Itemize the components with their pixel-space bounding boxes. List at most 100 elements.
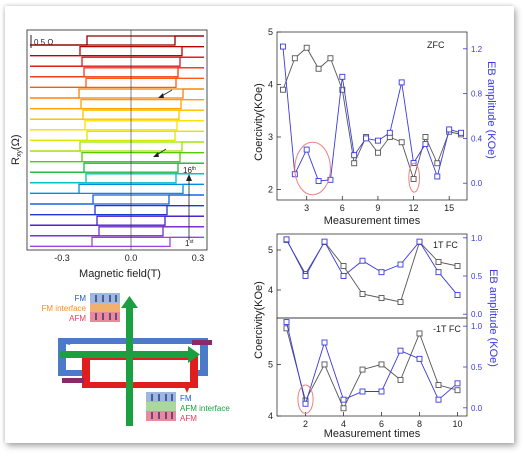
eb-amplitude-point (458, 129, 465, 136)
rxy-xtick-pos: 0.3 (192, 253, 205, 263)
green-vertical-axis (126, 306, 133, 426)
coercivity-point (434, 160, 441, 167)
rxy-loop-down-sweep (30, 45, 204, 57)
bottom-stack-interface-label: AFM interface (180, 404, 230, 413)
right-tick-label: 1.2 (471, 45, 483, 54)
rxy-ylabel: Rxy(Ω) (10, 134, 23, 165)
coercivity-point (315, 65, 322, 72)
right-tick-label: 1.0 (471, 234, 483, 243)
x-axis-label: Measurement times (324, 215, 421, 227)
green-horizontal-axis (60, 351, 190, 358)
rxy-loop-up-sweep (30, 236, 204, 248)
rxy-loop-down-sweep (30, 226, 204, 237)
right-tick-label: 0.0 (471, 404, 483, 413)
eb-amplitude-point (397, 261, 404, 268)
eb-amplitude-point (398, 79, 405, 86)
x-tick-label: 4 (341, 419, 346, 429)
eb-amplitude-point (283, 319, 290, 326)
rxy-xlabel: Magnetic field(T) (79, 268, 161, 280)
eb-amplitude-point (321, 238, 328, 245)
rxy-loop-down-sweep (30, 56, 204, 67)
rxy-loop-up-sweep (30, 226, 204, 237)
rxy-loop-up-sweep (30, 88, 204, 99)
eb-amplitude-point (454, 292, 461, 299)
left-tick-label: 4 (268, 411, 273, 421)
x-tick-label: 8 (417, 419, 422, 429)
green-axis-arrow-up (121, 296, 138, 308)
coercivity-point (283, 325, 290, 332)
purple-branch-right (192, 340, 212, 345)
rxy-loop-down-sweep (30, 141, 204, 152)
eb-amplitude-line (286, 321, 458, 406)
rxy-loop-up-sweep (30, 141, 204, 152)
eb-amplitude-point (378, 269, 385, 276)
top-layer-stack: FM FM interface AFM (42, 293, 120, 323)
zfc-ylabel: Coercivity(KOe) (253, 83, 265, 161)
green-axis-arrow-right (188, 346, 200, 363)
scale-bar-label: 0.5 Ω (34, 38, 53, 47)
eb-amplitude-point (386, 129, 393, 136)
marker-arrow-lower-head (153, 152, 159, 157)
rxy-loop-down-sweep (30, 173, 204, 184)
coercivity-point (397, 299, 404, 305)
eb-amplitude-point (363, 135, 370, 142)
fc-y2label: EB amplitude (KOe) (487, 269, 499, 367)
bottom-stack-afm-layer (146, 411, 176, 421)
eb-amplitude-point (339, 73, 346, 80)
x-tick-label: 6 (340, 203, 345, 213)
eb-amplitude-point (434, 173, 441, 180)
left-tick-label: 4 (268, 285, 273, 295)
left-tick-label: 4 (268, 80, 273, 90)
order-arrow-head (186, 174, 192, 181)
chart-title: 1T FC (433, 240, 458, 250)
coercivity-point (340, 263, 347, 269)
coercivity-point (454, 263, 461, 269)
coercivity-point (351, 160, 358, 167)
left-tick-label: 5 (268, 245, 273, 255)
order-label-top: 16th (183, 166, 196, 175)
right-tick-label: 0.4 (471, 134, 483, 143)
x-tick-label: 12 (409, 203, 419, 213)
rxy-loop-up-sweep (30, 173, 204, 184)
red-loop-inner (90, 360, 190, 382)
eb-amplitude-point (302, 273, 309, 279)
eb-amplitude-point (340, 273, 347, 279)
x-axis-label: Measurement times (324, 428, 421, 440)
top-stack-spin-arrows (95, 295, 117, 320)
rxy-plot-frame (26, 29, 208, 251)
eb-amplitude-point (374, 137, 381, 144)
bottom-stack-interface-layer (146, 402, 176, 411)
eb-amplitude-point (340, 396, 347, 403)
coercivity-point (321, 361, 328, 368)
x-tick-label: 6 (379, 419, 384, 429)
coercivity-point (416, 330, 423, 337)
rxy-xtick-zero: 0.0 (125, 253, 138, 263)
rxy-loop-up-sweep (30, 162, 204, 173)
x-tick-label: 2 (303, 419, 308, 429)
axis-titles: Coercivity(KOe) EB amplitude (KOe) Coerciv… (253, 61, 499, 367)
coercivity-point (454, 387, 461, 394)
eb-amplitude-point (321, 339, 328, 346)
rxy-loop-down-sweep (30, 109, 204, 120)
right-tick-label: 0.5 (471, 363, 483, 372)
rxy-loop-down-sweep (30, 236, 204, 248)
coercivity-point (435, 259, 442, 265)
rxy-loop-down-sweep (30, 162, 204, 173)
hysteresis-loops (30, 35, 204, 248)
exchange-bias-schematic: FM FM interface AFM FM AFM interface AFM (42, 293, 230, 426)
top-stack-interface-layer (90, 303, 120, 312)
eb-amplitude-point (315, 178, 322, 184)
rxy-loop-up-sweep (30, 194, 204, 205)
rxy-loop-up-sweep (30, 98, 204, 110)
rxy-loop-down-sweep (30, 98, 204, 110)
eb-amplitude-point (435, 396, 442, 403)
x-tick-label: 10 (452, 419, 462, 429)
top-stack-fm-layer (90, 293, 120, 303)
coercivity-point (435, 382, 442, 389)
eb-amplitude-point (454, 380, 461, 387)
highlight-ellipse (294, 141, 331, 196)
bottom-stack-afm-label: AFM (180, 414, 197, 423)
coercivity-point (327, 55, 334, 62)
zfc-y2label: EB amplitude (KOe) (485, 61, 497, 159)
